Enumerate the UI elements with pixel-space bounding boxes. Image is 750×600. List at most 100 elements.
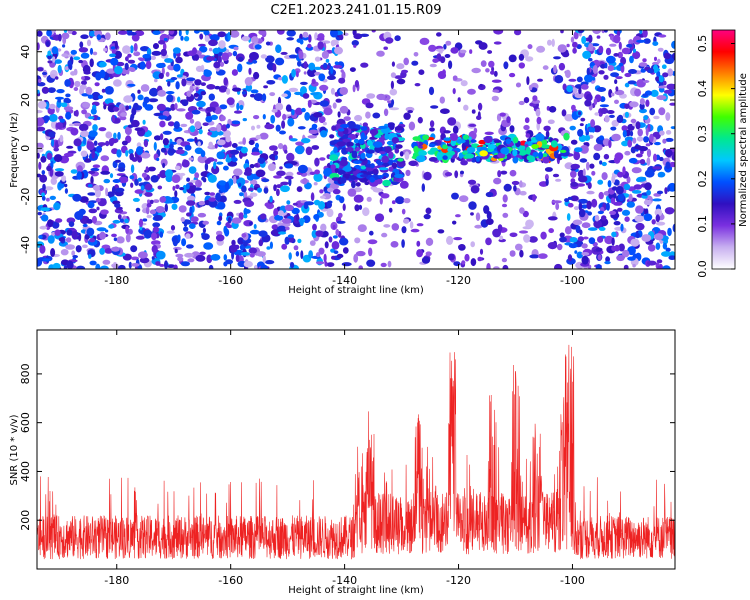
spectrogram-blob [299,39,304,45]
spectrogram-blob [311,123,318,129]
figure-title: C2E1.2023.241.01.15.R09 [270,3,441,18]
spectrogram-blob [81,80,87,86]
spectrogram-blob [93,140,98,146]
spectrogram-blob [294,91,302,96]
spectrogram-blob [109,53,116,58]
spectrogram-blob [613,221,621,226]
spectrogram-blob [578,175,588,183]
snr-panel: -180 -160 -140 -120 -100 200 400 600 800 Height… [9,329,676,596]
spectrogram-blob [249,51,259,61]
spectrogram-blob [460,160,468,166]
spectrogram-blob [111,233,117,238]
spectrogram-blob [641,234,652,242]
spectrogram-blob [657,58,661,64]
colorbar-tick-label: 0.2 [696,170,709,188]
spectrogram-blob [336,253,344,259]
spectrogram-blob [459,195,469,203]
spectrogram-blob [145,206,150,215]
spectrogram-blob [48,113,58,122]
spectrogram-signal-blob [351,180,356,189]
spectrogram-blob [617,51,623,59]
spectrogram-blob [662,138,667,144]
spectrogram-blob [274,154,278,160]
spectrogram-blob [552,173,560,178]
spectrogram-blob [50,248,56,257]
spectrogram-blob [554,75,564,84]
spectrogram-blob [586,67,590,76]
spectrogram-blob [76,171,82,180]
spectrogram-blob [81,76,85,80]
spectrogram-blob [113,106,120,112]
spectrogram-blob [302,36,309,41]
spectrogram-blob [569,237,578,243]
y-tick-label: 40 [19,45,32,59]
spectrogram-blob [54,171,64,177]
spectrogram-y-ticks: -40 -20 0 20 40 [19,45,675,254]
spectrogram-blob [42,183,46,192]
spectrogram-blob [503,183,512,192]
spectrogram-blob [579,123,584,127]
spectrogram-blob [330,39,339,46]
spectrogram-blob [314,56,321,62]
spectrogram-blob [262,93,267,102]
spectrogram-blob [52,221,60,229]
spectrogram-blob [519,207,525,214]
spectrogram-blob [522,210,529,218]
spectrogram-blob [332,224,336,230]
spectrogram-blob [37,117,45,127]
spectrogram-blob [324,261,328,267]
spectrogram-blob [429,63,437,68]
spectrogram-blob [657,265,662,269]
spectrogram-blob [223,77,228,86]
spectrogram-blob [73,87,79,91]
spectrogram-blob [223,254,228,261]
spectrogram-blob [186,77,196,82]
spectrogram-blob [652,166,662,170]
spectrogram-blob [485,68,490,73]
spectrogram-blob [593,152,601,161]
spectrogram-blob [632,48,637,53]
spectrogram-y-axis-label: Frequency (Hz) [9,112,20,188]
spectrogram-signal-blob [442,145,448,150]
spectrogram-blob [288,87,299,92]
spectrogram-blob [87,170,96,174]
spectrogram-blob [614,99,619,105]
spectrogram-blob [307,68,317,77]
spectrogram-blob [98,127,107,132]
spectrogram-blob [208,93,215,101]
spectrogram-blob [553,64,557,74]
spectrogram-blob [499,235,504,240]
spectrogram-blob [669,102,675,106]
spectrogram-blob [332,188,341,195]
spectrogram-blob [561,109,567,117]
spectrogram-blob [60,102,68,108]
spectrogram-blob [51,46,59,55]
spectrogram-blob [78,59,84,64]
spectrogram-blob [79,84,87,90]
spectrogram-blob [570,36,575,43]
spectrogram-blob [353,194,364,203]
spectrogram-blob [117,30,128,35]
spectrogram-blob [89,58,94,68]
spectrogram-blob [178,205,187,213]
spectrogram-blob [646,189,651,196]
spectrogram-blob [330,65,334,75]
spectrogram-blob [266,80,276,85]
spectrogram-blob [71,30,77,36]
spectrogram-blob [389,88,398,96]
spectrogram-blob [656,259,663,264]
spectrogram-blob [100,155,110,162]
spectrogram-blob [65,66,69,71]
spectrogram-signal-blob [394,147,400,154]
spectrogram-blob [665,137,674,142]
spectrogram-blob [181,99,189,107]
spectrogram-blob [249,252,255,258]
spectrogram-blob [655,76,660,82]
spectrogram-blob [239,192,244,197]
spectrogram-blob [638,62,648,67]
spectrogram-blob [70,169,78,174]
spectrogram-blob [652,61,659,66]
spectrogram-blob [580,117,586,122]
spectrogram-signal-blob [540,144,551,149]
spectrogram-signal-blob [373,141,383,148]
